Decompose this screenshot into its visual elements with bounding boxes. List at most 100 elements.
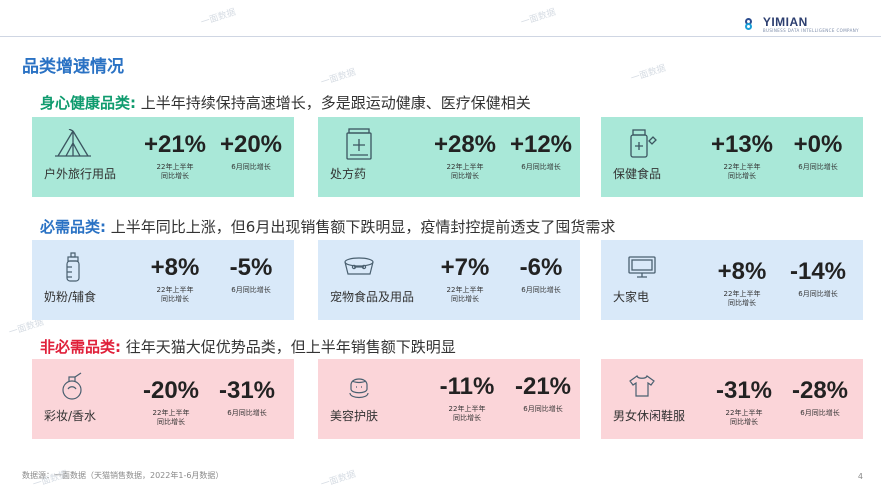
h1-growth-label: 22年上半年 同比增长 <box>156 163 194 180</box>
june-growth-value: +0% <box>793 131 843 158</box>
june-growth-label: 6月同比增长 <box>231 286 271 294</box>
page-title: 品类增速情况 <box>22 57 124 77</box>
section-heading-essentials: 必需品类: 上半年同比上涨，但6月出现销售额下跌明显，疫情封控提前透支了囤货需求 <box>40 216 615 237</box>
category-card-pet-supplies: 宠物食品及用品 +7% 22年上半年 同比增长 -6% 6月同比增长 <box>318 240 580 320</box>
section-description: 往年天猫大促优势品类，但上半年销售额下跌明显 <box>125 338 456 356</box>
metric-june: +12% 6月同比增长 <box>508 131 574 172</box>
june-growth-value: -28% <box>791 377 849 404</box>
tshirt-icon <box>623 369 661 403</box>
metric-h1: +28% 22年上半年 同比增长 <box>432 131 498 181</box>
metric-h1: +8% 22年上半年 同比增长 <box>709 258 775 308</box>
baby-bottle-icon <box>54 250 92 284</box>
category-name: 宠物食品及用品 <box>330 290 415 304</box>
header-divider <box>0 36 881 37</box>
metric-h1: +7% 22年上半年 同比增长 <box>432 254 498 304</box>
h1-growth-value: +21% <box>143 131 207 158</box>
h1-growth-label: 22年上半年 同比增长 <box>156 286 194 303</box>
metric-june: -5% 6月同比增长 <box>218 254 284 295</box>
h1-growth-value: -31% <box>715 377 773 404</box>
medicine-box-icon <box>340 127 378 161</box>
metric-h1: +13% 22年上半年 同比增长 <box>709 131 775 181</box>
category-name: 户外旅行用品 <box>44 167 117 181</box>
june-growth-label: 6月同比增长 <box>231 163 271 171</box>
category-card-prescription: 处方药 +28% 22年上半年 同比增长 +12% 6月同比增长 <box>318 117 580 197</box>
category-name: 保健食品 <box>613 167 662 181</box>
h1-growth-label: 22年上半年 同比增长 <box>446 163 484 180</box>
section-key: 身心健康品类: <box>40 94 136 112</box>
category-name: 大家电 <box>613 290 650 304</box>
h1-growth-value: +13% <box>710 131 774 158</box>
data-source-note: 数据源：一面数据（天猫销售数据，2022年1-6月数据） <box>22 471 224 480</box>
h1-growth-value: -20% <box>142 377 200 404</box>
section-description: 上半年同比上涨，但6月出现销售额下跌明显，疫情封控提前透支了囤货需求 <box>110 218 616 236</box>
category-name: 彩妆/香水 <box>44 409 97 423</box>
h1-growth-value: -11% <box>439 373 495 400</box>
metric-h1: -31% 22年上半年 同比增长 <box>711 377 777 427</box>
h1-growth-value: +28% <box>433 131 497 158</box>
june-growth-label: 6月同比增长 <box>523 405 563 413</box>
perfume-icon <box>54 369 92 403</box>
june-growth-value: -5% <box>229 254 273 281</box>
metric-june: -6% 6月同比增长 <box>508 254 574 295</box>
june-growth-label: 6月同比增长 <box>521 286 561 294</box>
watermark: 一面数据 <box>319 67 358 89</box>
category-card-appliances: 大家电 +8% 22年上半年 同比增长 -14% 6月同比增长 <box>601 240 863 320</box>
category-name: 奶粉/辅食 <box>44 290 97 304</box>
watermark: 一面数据 <box>199 7 238 29</box>
category-card-skincare: 美容护肤 -11% 22年上半年 同比增长 -21% 6月同比增长 <box>318 359 580 439</box>
section-key: 必需品类: <box>40 218 106 236</box>
metric-june: -28% 6月同比增长 <box>787 377 853 418</box>
supplement-bottle-icon <box>623 127 661 161</box>
h1-growth-label: 22年上半年 同比增长 <box>725 409 763 426</box>
metric-june: +20% 6月同比增长 <box>218 131 284 172</box>
june-growth-value: -21% <box>514 373 572 400</box>
category-card-supplements: 保健食品 +13% 22年上半年 同比增长 +0% 6月同比增长 <box>601 117 863 197</box>
page-number: 4 <box>857 472 863 481</box>
h1-growth-label: 22年上半年 同比增长 <box>448 405 486 422</box>
category-card-infant-formula: 奶粉/辅食 +8% 22年上半年 同比增长 -5% 6月同比增长 <box>32 240 294 320</box>
watermark: 一面数据 <box>519 7 558 29</box>
tv-icon <box>623 250 661 284</box>
tent-icon <box>54 127 92 161</box>
metric-june: -31% 6月同比增长 <box>214 377 280 418</box>
metric-june: -21% 6月同比增长 <box>510 373 576 414</box>
june-growth-value: +20% <box>219 131 283 158</box>
metric-h1: +21% 22年上半年 同比增长 <box>142 131 208 181</box>
section-description: 上半年持续保持高速增长，多是跟运动健康、医疗保健相关 <box>140 94 531 112</box>
section-heading-non-essentials: 非必需品类: 往年天猫大促优势品类，但上半年销售额下跌明显 <box>40 336 456 357</box>
h1-growth-label: 22年上半年 同比增长 <box>723 163 761 180</box>
june-growth-label: 6月同比增长 <box>521 163 561 171</box>
brand-logo: YIMIAN BUSINESS DATA INTELLIGENCE COMPAN… <box>744 15 859 34</box>
section-heading-health: 身心健康品类: 上半年持续保持高速增长，多是跟运动健康、医疗保健相关 <box>40 92 531 113</box>
watermark: 一面数据 <box>629 63 668 85</box>
metric-h1: +8% 22年上半年 同比增长 <box>142 254 208 304</box>
brand-tagline: BUSINESS DATA INTELLIGENCE COMPANY <box>762 28 859 33</box>
june-growth-value: -31% <box>218 377 276 404</box>
june-growth-label: 6月同比增长 <box>798 290 838 298</box>
h1-growth-value: +8% <box>717 258 767 285</box>
category-name: 男女休闲鞋服 <box>613 409 686 423</box>
june-growth-label: 6月同比增长 <box>798 163 838 171</box>
h1-growth-value: +8% <box>150 254 200 281</box>
h1-growth-label: 22年上半年 同比增长 <box>446 286 484 303</box>
h1-growth-label: 22年上半年 同比增长 <box>152 409 190 426</box>
metric-h1: -11% 22年上半年 同比增长 <box>434 373 500 423</box>
brand-name: YIMIAN <box>762 15 808 29</box>
category-card-casual-apparel: 男女休闲鞋服 -31% 22年上半年 同比增长 -28% 6月同比增长 <box>601 359 863 439</box>
category-name: 处方药 <box>330 167 367 181</box>
pet-bowl-icon <box>340 250 378 284</box>
face-care-icon <box>340 369 378 403</box>
category-name: 美容护肤 <box>330 409 379 423</box>
watermark: 一面数据 <box>319 469 358 491</box>
metric-june: -14% 6月同比增长 <box>785 258 851 299</box>
h1-growth-label: 22年上半年 同比增长 <box>723 290 761 307</box>
yimian-logo-icon <box>744 18 759 30</box>
june-growth-value: -14% <box>789 258 847 285</box>
june-growth-value: +12% <box>509 131 573 158</box>
category-card-makeup: 彩妆/香水 -20% 22年上半年 同比增长 -31% 6月同比增长 <box>32 359 294 439</box>
category-card-outdoor: 户外旅行用品 +21% 22年上半年 同比增长 +20% 6月同比增长 <box>32 117 294 197</box>
section-key: 非必需品类: <box>40 338 121 356</box>
june-growth-label: 6月同比增长 <box>227 409 267 417</box>
june-growth-label: 6月同比增长 <box>800 409 840 417</box>
metric-h1: -20% 22年上半年 同比增长 <box>138 377 204 427</box>
